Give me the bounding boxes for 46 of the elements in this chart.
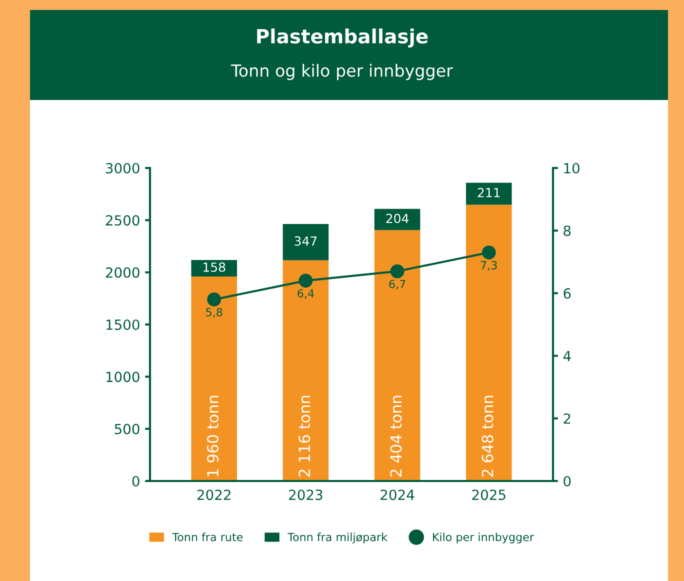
point xyxy=(298,274,313,288)
x-tick-label: 2022 xyxy=(197,490,230,500)
bar xyxy=(374,230,420,481)
data-label: 6,7 xyxy=(389,280,406,290)
y2-tick-label: 10 xyxy=(564,162,580,174)
data-label: 1 960 tonn xyxy=(206,396,219,476)
y-tick-label: 1000 xyxy=(106,372,140,382)
data-label: 2 404 tonn xyxy=(390,396,402,477)
data-label: 7,3 xyxy=(480,261,497,271)
chart-subtitle: Tonn og kilo per innbygger xyxy=(231,64,453,80)
bar xyxy=(191,276,238,481)
point xyxy=(390,264,404,278)
data-label: 2 648 tonn xyxy=(482,396,494,477)
point xyxy=(482,246,496,260)
legend-label: Kilo per innbygger xyxy=(433,532,534,544)
bar xyxy=(282,260,329,481)
bar xyxy=(466,204,512,481)
data-label: 5,8 xyxy=(206,308,222,318)
data-label: 158 xyxy=(204,262,226,272)
bar xyxy=(374,208,420,230)
point xyxy=(207,292,222,306)
x-tick-label: 2025 xyxy=(472,490,506,500)
y-tick-label: 0 xyxy=(132,476,140,486)
y-tick-label: 1500 xyxy=(106,319,140,330)
y-tick-label: 2000 xyxy=(106,267,140,278)
y-tick-label: 3000 xyxy=(106,162,140,174)
bar xyxy=(282,224,329,260)
legend-label: Tonn fra miljøpark xyxy=(288,532,388,544)
y2-tick-label: 4 xyxy=(563,350,571,362)
bar xyxy=(466,182,512,205)
y-tick-label: 500 xyxy=(114,424,140,434)
chart-title: Plastemballasje xyxy=(257,28,428,48)
x-tick-label: 2023 xyxy=(289,490,322,500)
bar xyxy=(191,260,238,277)
data-label: 2 116 tonn xyxy=(298,396,310,477)
data-label: 211 xyxy=(478,188,500,198)
data-label: 347 xyxy=(294,236,317,246)
data-label: 204 xyxy=(386,214,409,224)
y2-tick-label: 2 xyxy=(564,413,570,424)
legend-label: Tonn fra rute xyxy=(172,532,243,542)
y2-tick-label: 6 xyxy=(564,288,571,299)
y-tick-label: 2500 xyxy=(106,215,140,226)
y2-tick-label: 8 xyxy=(564,226,571,236)
x-tick-label: 2024 xyxy=(380,490,414,500)
data-label: 6,4 xyxy=(298,289,314,299)
y2-tick-label: 0 xyxy=(564,476,571,486)
